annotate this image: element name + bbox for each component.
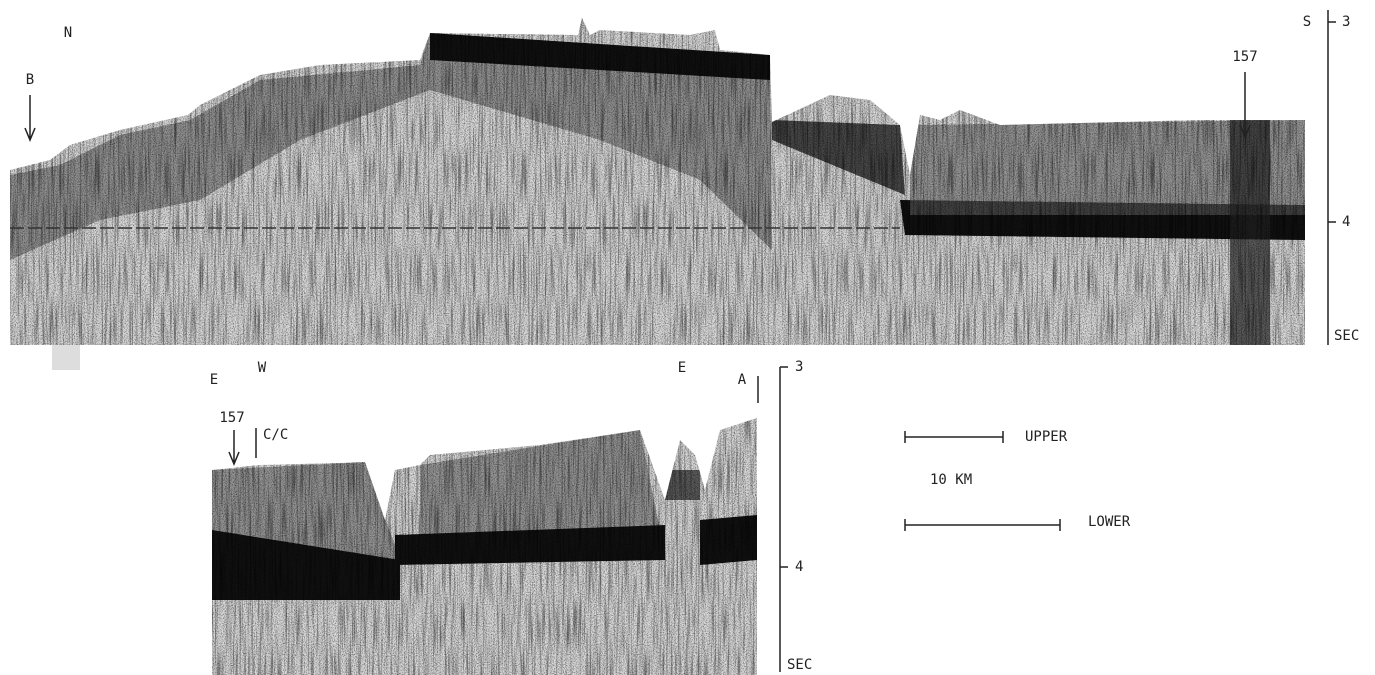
direction-label: S xyxy=(1303,14,1311,30)
figure: N S B 157 3 4 SEC E W E A 157 C/C 3 4 SE… xyxy=(0,0,1375,675)
tab xyxy=(52,345,80,370)
axis-tick-label: 3 xyxy=(795,359,803,375)
arrow xyxy=(229,430,239,464)
axis-tick-label: 4 xyxy=(1342,214,1350,230)
point-label: B xyxy=(26,72,34,88)
scale-bar xyxy=(905,519,1060,531)
time-axis xyxy=(780,367,788,672)
scale-label: UPPER xyxy=(1025,429,1068,445)
time-axis xyxy=(1328,10,1336,345)
site-label: 157 xyxy=(219,410,244,426)
axis-unit: SEC xyxy=(787,657,812,673)
lower-profile-image xyxy=(212,400,757,675)
upper-profile-image xyxy=(10,0,1305,345)
axis-unit: SEC xyxy=(1334,328,1359,344)
point-label: A xyxy=(738,372,747,388)
axis-tick-label: 3 xyxy=(1342,14,1350,30)
arrow xyxy=(25,95,35,140)
scale-distance: 10 KM xyxy=(930,472,972,488)
crossing-label: C/C xyxy=(263,427,288,443)
direction-label: E xyxy=(210,372,218,388)
arrow xyxy=(1240,72,1250,137)
direction-label: W xyxy=(258,360,267,376)
axis-tick-label: 4 xyxy=(795,559,803,575)
direction-label: N xyxy=(64,25,72,41)
scale-bar xyxy=(905,431,1003,443)
scale-label: LOWER xyxy=(1088,514,1131,530)
direction-label: E xyxy=(678,360,686,376)
site-label: 157 xyxy=(1232,49,1257,65)
